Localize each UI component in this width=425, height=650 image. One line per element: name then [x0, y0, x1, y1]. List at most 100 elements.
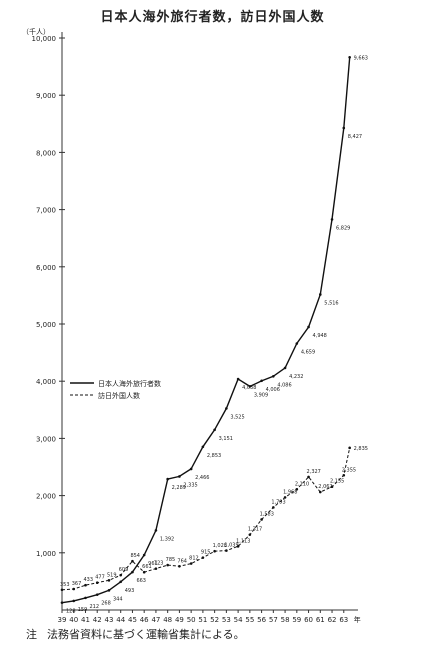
data-point	[154, 529, 158, 532]
series-line-outbound	[61, 57, 351, 604]
data-point	[119, 580, 123, 584]
data-label: 3,909	[254, 392, 268, 398]
x-tick-label: 58	[281, 616, 290, 624]
x-tick-label: 41	[81, 616, 90, 624]
data-label: 2,110	[295, 481, 309, 487]
data-label: 4,038	[242, 385, 256, 391]
data-label: 212	[89, 604, 99, 610]
data-point	[272, 374, 275, 378]
data-point	[307, 475, 310, 479]
note-text: 法務省資料に基づく運輸省集計による。	[47, 628, 245, 641]
x-tick-label: 44	[116, 616, 125, 624]
data-label: 493	[125, 588, 135, 594]
data-point	[318, 490, 322, 494]
legend-label: 訪日外国人数	[98, 391, 140, 400]
data-point	[178, 564, 181, 568]
data-label: 4,006	[266, 387, 280, 393]
note-mark: 注	[26, 628, 37, 641]
data-label: 353	[60, 582, 70, 588]
data-label: 1,039	[224, 543, 238, 549]
y-tick-label: 1,000	[36, 550, 56, 558]
data-label: 4,232	[289, 374, 303, 380]
data-label: 609	[119, 567, 129, 573]
data-point	[119, 573, 123, 577]
data-label: 1,028	[213, 543, 227, 549]
data-point	[248, 533, 252, 536]
y-tick-label: 7,000	[36, 207, 56, 215]
data-label: 785	[166, 557, 176, 563]
x-tick-label: 60	[304, 616, 313, 624]
data-label: 2,466	[195, 475, 209, 481]
data-label: 915	[201, 550, 211, 556]
x-tick-label: 46	[140, 616, 149, 624]
data-point	[142, 553, 146, 557]
data-label: 344	[113, 596, 123, 602]
data-point	[225, 549, 228, 552]
y-tick-label: 9,000	[36, 92, 56, 100]
data-point	[260, 379, 263, 383]
data-point	[225, 407, 228, 410]
data-point	[72, 587, 76, 591]
data-point	[236, 377, 240, 381]
data-label: 2,327	[307, 469, 321, 475]
data-point	[131, 559, 134, 563]
data-label: 4,659	[301, 350, 315, 356]
data-point	[84, 583, 87, 587]
x-tick-label: 52	[210, 616, 219, 624]
legend-label: 日本人海外旅行者数	[98, 379, 161, 388]
y-tick-label: 5,000	[36, 321, 56, 329]
x-tick-label: 42	[93, 616, 102, 624]
data-point	[166, 477, 169, 481]
data-point	[166, 563, 169, 567]
x-tick-label: 40	[69, 616, 78, 624]
x-tick-label: 61	[316, 616, 325, 624]
data-point	[107, 579, 111, 582]
data-label: 764	[177, 558, 187, 564]
data-label: 128	[66, 609, 76, 615]
y-tick-label: 10,000	[32, 35, 57, 43]
data-label: 663	[136, 578, 146, 584]
data-label: 661	[142, 564, 152, 570]
data-label: 2,062	[318, 484, 332, 490]
data-label: 723	[154, 561, 164, 567]
data-label: 8,427	[348, 134, 362, 140]
x-tick-label: 55	[245, 616, 254, 624]
data-label: 2,289	[172, 485, 186, 491]
data-label: 433	[83, 577, 93, 583]
data-point	[236, 545, 240, 548]
x-tick-label: 50	[187, 616, 196, 624]
data-point	[272, 506, 275, 509]
data-label: 1,317	[248, 527, 262, 533]
data-point	[295, 342, 299, 345]
x-tick-label: 49	[175, 616, 184, 624]
data-point	[260, 518, 263, 521]
data-label: 2,335	[183, 482, 197, 488]
data-point	[213, 549, 216, 553]
data-label: 477	[95, 575, 105, 581]
data-point	[95, 581, 99, 585]
data-label: 519	[107, 572, 117, 578]
data-point	[201, 556, 205, 559]
y-tick-label: 2,000	[36, 493, 56, 501]
data-point	[283, 366, 287, 370]
data-point	[60, 588, 64, 592]
data-label: 159	[78, 607, 88, 613]
data-label: 1,793	[271, 499, 285, 505]
chart-note: 注法務省資料に基づく運輸省集計による。	[26, 626, 245, 642]
data-point	[72, 599, 76, 603]
data-label: 4,948	[313, 333, 327, 339]
x-tick-label: 53	[222, 616, 231, 624]
data-point	[178, 475, 181, 478]
x-tick-label: 51	[198, 616, 207, 624]
data-point	[95, 593, 99, 596]
data-label: 2,355	[342, 467, 356, 473]
data-label: 961	[148, 561, 158, 567]
data-point	[318, 293, 322, 296]
x-tick-label: 39	[58, 616, 67, 624]
data-label: 1,113	[236, 538, 250, 544]
data-label: 812	[189, 556, 199, 562]
data-label: 3,525	[230, 414, 244, 420]
chart-title: 日本人海外旅行者数，訪日外国人数	[100, 10, 325, 25]
data-point	[201, 445, 205, 449]
